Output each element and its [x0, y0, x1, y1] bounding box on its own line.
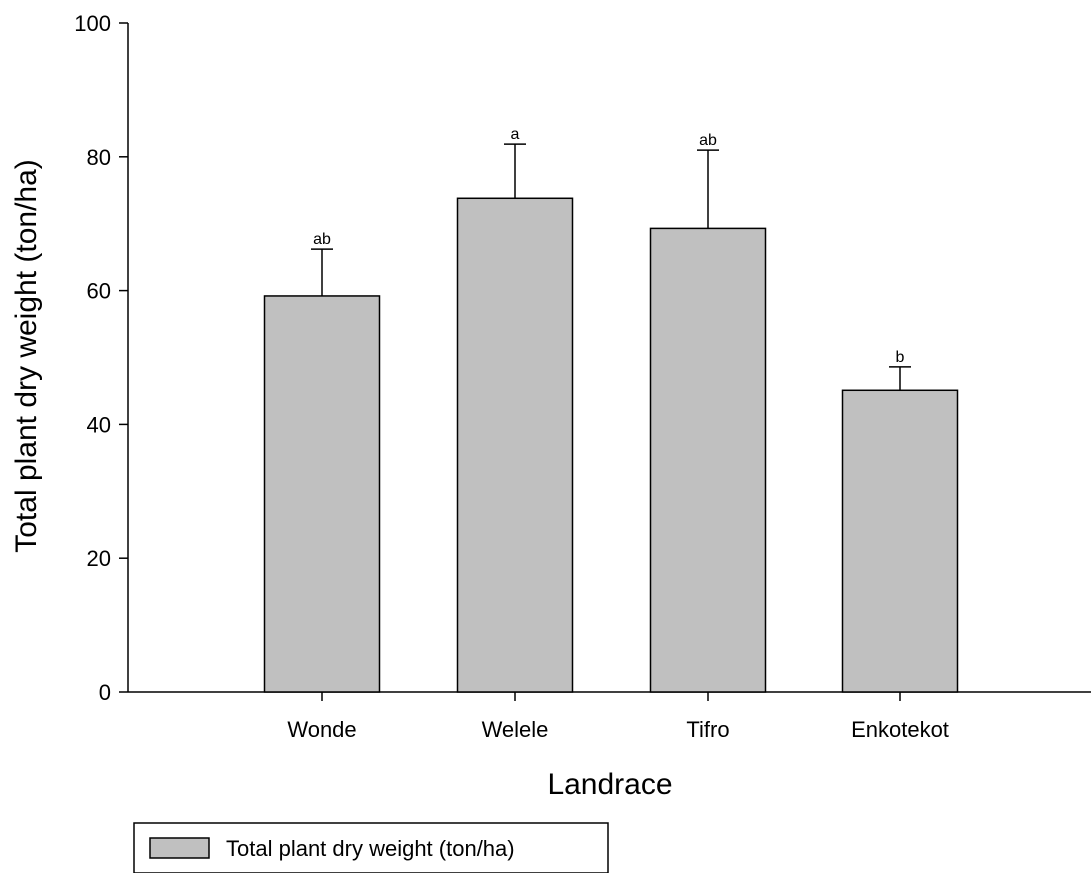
x-tick-label: Welele: [482, 717, 549, 742]
error-bars: [311, 143, 911, 391]
bar: [841, 389, 959, 693]
y-tick-label: 80: [87, 145, 111, 170]
y-axis: 0 20 40 60 80 100: [74, 11, 129, 705]
legend-label: Total plant dry weight (ton/ha): [226, 836, 515, 861]
bar: [263, 295, 381, 693]
y-tick-label: 100: [74, 11, 111, 36]
significance-label: ab: [699, 132, 717, 149]
x-axis-title: Landrace: [547, 768, 672, 801]
significance-label: b: [896, 349, 905, 366]
y-tick-label: 60: [87, 279, 111, 304]
significance-label: a: [511, 126, 520, 143]
x-tick-labels: Wonde Welele Tifro Enkotekot: [287, 717, 949, 742]
y-axis-title: Total plant dry weight (ton/ha): [10, 159, 43, 553]
y-tick-label: 40: [87, 412, 111, 437]
bar: [649, 227, 767, 693]
bar: [456, 197, 574, 693]
x-tick-label: Tifro: [686, 717, 729, 742]
legend-box: [133, 822, 609, 874]
x-axis: [128, 691, 1091, 701]
x-tick-label: Enkotekot: [851, 717, 949, 742]
significance-labels: ab a ab b: [313, 126, 904, 366]
bars: [263, 197, 959, 693]
legend-swatch: [149, 837, 210, 859]
y-tick-label: 0: [99, 680, 111, 705]
x-tick-label: Wonde: [287, 717, 356, 742]
y-tick-label: 20: [87, 546, 111, 571]
significance-label: ab: [313, 231, 331, 248]
legend: Total plant dry weight (ton/ha): [133, 822, 609, 874]
